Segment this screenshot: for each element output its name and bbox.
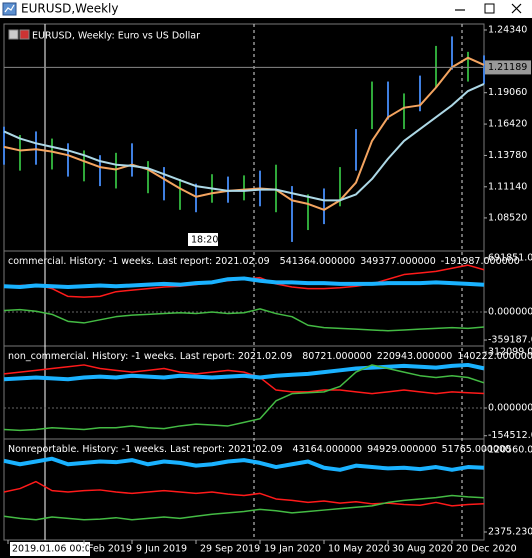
pane-title-text: Nonreportable. History: -1 weeks. Last r… [8, 444, 283, 455]
y-tick-label: 1.11140 [488, 181, 527, 192]
y-tick-label: 1.16420 [488, 119, 527, 130]
current-price-label: 1.21189 [488, 62, 527, 73]
pane-last-value: 349377.000000 [360, 256, 436, 267]
x-tick-label: 9 Jun 2019 [136, 544, 187, 555]
pane-last-value: 140222.000000 [457, 351, 532, 362]
timer-box [188, 233, 218, 246]
series-line [3, 364, 485, 432]
series-line [3, 456, 485, 472]
x-tick-label: 29 Sep 2019 [200, 544, 260, 555]
y-tick-label: 691851.0 [488, 252, 532, 263]
y-tick-label: 0.000000 [488, 403, 532, 414]
window-title: EURUSD,Weekly [21, 2, 118, 16]
series-line [3, 56, 485, 211]
series-line [3, 480, 485, 507]
x-tick-label: 30 Aug 2020 [392, 544, 453, 555]
x-tick-label: 10 May 2020 [328, 544, 390, 555]
header-icon [19, 29, 30, 40]
pane-last-value: 220943.000000 [377, 351, 453, 362]
maximize-button[interactable] [484, 3, 495, 14]
pane-last-value: 80721.000000 [302, 351, 372, 362]
pane-last-value: 51765.000000 [442, 444, 512, 455]
app-icon-graph [4, 4, 15, 13]
pane-last-value: 94929.000000 [367, 444, 437, 455]
y-tick-label: -359187.0 [488, 335, 532, 346]
timer-label: 18:20 [191, 235, 218, 246]
series-line [3, 364, 485, 395]
x-cursor-box [10, 542, 90, 556]
y-tick-label: 1.13780 [488, 150, 527, 161]
y-tick-label: 0.000000 [488, 306, 532, 317]
y-tick-label: 120560.0 [488, 444, 532, 455]
x-tick-label: 2019.01.06 00:00 [12, 544, 97, 555]
close-button[interactable] [511, 3, 522, 14]
pane-title: commercial. History: -1 weeks. Last repo… [8, 256, 520, 267]
chart-frame [3, 23, 485, 541]
series-line [3, 362, 485, 382]
pane-title: non_commercial. History: -1 weeks. Last … [8, 351, 532, 362]
x-tick-label: 20 Dec 2020 [456, 544, 517, 555]
series-line [3, 494, 485, 521]
chart-header: EURUSD, Weekly: Euro vs US Dollar [32, 31, 200, 42]
pane-title-text: non_commercial. History: -1 weeks. Last … [8, 351, 292, 362]
y-tick-label: 1.24340 [488, 24, 527, 35]
pane-title-text: commercial. History: -1 weeks. Last repo… [8, 256, 270, 267]
current-price-box [485, 60, 531, 75]
pane-last-value: 43164.000000 [293, 444, 363, 455]
y-tick-label: 2375.230 [488, 527, 532, 538]
y-tick-label: 1.19060 [488, 87, 527, 98]
x-tick-label: 19 Jan 2020 [264, 544, 321, 555]
header-icon [8, 29, 19, 40]
series-line [3, 276, 485, 290]
series-line [3, 83, 485, 202]
title-bar [0, 0, 532, 18]
y-tick-label: -154512.0 [488, 430, 532, 441]
x-tick-label: Feb 2019 [88, 544, 132, 555]
pane-last-value: 541364.000000 [280, 256, 356, 267]
pane-last-value: -191987.000000 [441, 256, 520, 267]
y-tick-label: 312099.0 [488, 347, 532, 358]
series-line [3, 308, 485, 332]
pane-title: Nonreportable. History: -1 weeks. Last r… [8, 444, 511, 455]
y-tick-label: 1.08520 [488, 212, 527, 223]
